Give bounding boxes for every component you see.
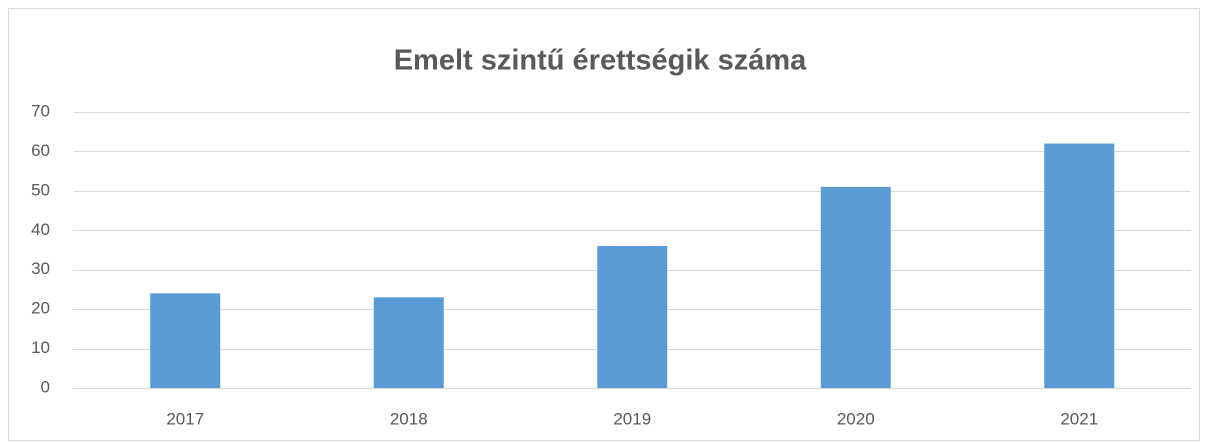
y-tick-label: 0 (41, 377, 50, 396)
x-tick-label: 2018 (390, 409, 428, 428)
bar (373, 297, 444, 388)
y-tick-label: 20 (31, 299, 50, 318)
bar (150, 293, 221, 388)
y-tick-label: 30 (31, 259, 50, 278)
y-tick-label: 60 (31, 141, 50, 160)
bar (820, 186, 891, 388)
y-tick-label: 70 (31, 101, 50, 120)
y-tick-label: 50 (31, 180, 50, 199)
x-tick-label: 2017 (166, 409, 204, 428)
chart-title: Emelt szintű érettségik száma (394, 45, 807, 77)
x-tick-label: 2019 (613, 409, 651, 428)
x-tick-label: 2021 (1060, 409, 1098, 428)
bar (1044, 143, 1115, 388)
y-tick-label: 10 (31, 338, 50, 357)
bar (597, 246, 668, 388)
y-tick-label: 40 (31, 220, 50, 239)
x-tick-label: 2020 (837, 409, 875, 428)
